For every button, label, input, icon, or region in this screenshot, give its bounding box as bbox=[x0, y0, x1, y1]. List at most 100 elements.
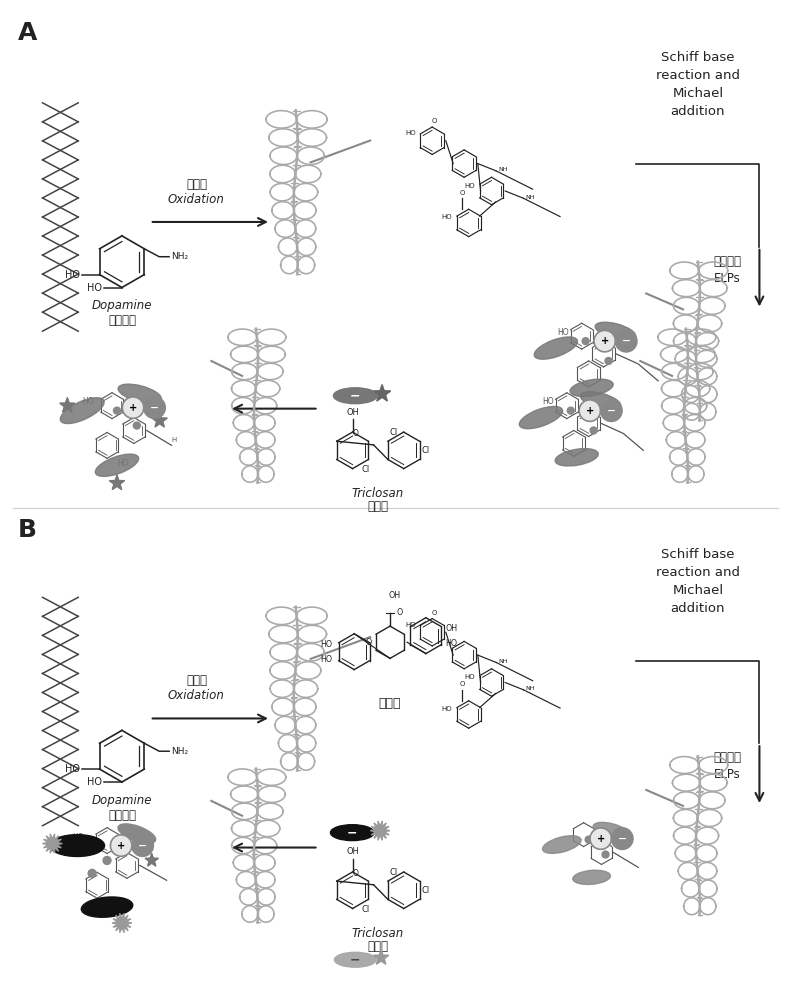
Text: Dopamine: Dopamine bbox=[92, 299, 152, 312]
Circle shape bbox=[88, 869, 97, 877]
Text: HO: HO bbox=[82, 397, 94, 406]
Ellipse shape bbox=[96, 454, 138, 476]
Text: O: O bbox=[431, 610, 437, 616]
Text: O: O bbox=[459, 681, 464, 687]
Text: 槲皮素: 槲皮素 bbox=[379, 697, 401, 710]
Polygon shape bbox=[370, 821, 390, 840]
Circle shape bbox=[600, 400, 622, 421]
Ellipse shape bbox=[581, 392, 621, 410]
Text: OH: OH bbox=[346, 847, 359, 856]
Text: HO: HO bbox=[405, 130, 416, 136]
Text: 聚多巴胺: 聚多巴胺 bbox=[108, 314, 136, 327]
Ellipse shape bbox=[118, 384, 161, 403]
Text: Triclosan: Triclosan bbox=[352, 487, 404, 500]
Text: NH₂: NH₂ bbox=[171, 252, 188, 261]
Text: HO: HO bbox=[543, 397, 554, 406]
Text: 多巴胺: 多巴胺 bbox=[186, 674, 207, 687]
Text: HO: HO bbox=[441, 214, 452, 220]
Circle shape bbox=[615, 330, 637, 352]
Text: +: + bbox=[600, 336, 609, 346]
Text: Oxidation: Oxidation bbox=[168, 193, 225, 206]
Text: O: O bbox=[352, 869, 358, 878]
Text: HO: HO bbox=[65, 764, 80, 774]
Text: 弹性蛋白
ELPs: 弹性蛋白 ELPs bbox=[713, 751, 742, 781]
Text: HO: HO bbox=[73, 833, 84, 842]
Text: HO: HO bbox=[320, 640, 332, 649]
Polygon shape bbox=[373, 385, 391, 401]
Text: Schiff base
reaction and
Michael
addition: Schiff base reaction and Michael additio… bbox=[656, 548, 740, 615]
Text: B: B bbox=[17, 518, 36, 542]
Text: NH: NH bbox=[498, 167, 507, 172]
Ellipse shape bbox=[334, 388, 377, 404]
Circle shape bbox=[567, 407, 574, 414]
Text: HO: HO bbox=[65, 270, 80, 280]
Ellipse shape bbox=[543, 836, 581, 853]
Text: −: − bbox=[622, 336, 630, 346]
Text: Triclosan: Triclosan bbox=[352, 927, 404, 940]
Text: HO: HO bbox=[87, 283, 102, 293]
Ellipse shape bbox=[50, 835, 104, 856]
Text: −: − bbox=[150, 403, 159, 413]
Ellipse shape bbox=[331, 825, 374, 841]
Circle shape bbox=[605, 358, 612, 364]
Polygon shape bbox=[373, 950, 388, 964]
Polygon shape bbox=[145, 853, 158, 866]
Text: NH₂: NH₂ bbox=[171, 747, 188, 756]
Ellipse shape bbox=[118, 824, 156, 843]
Text: Cl: Cl bbox=[390, 868, 398, 877]
Polygon shape bbox=[152, 413, 167, 427]
Ellipse shape bbox=[593, 822, 630, 839]
Circle shape bbox=[585, 836, 592, 843]
Ellipse shape bbox=[81, 897, 133, 917]
Text: 三氯生: 三氯生 bbox=[368, 500, 388, 513]
Text: Cl: Cl bbox=[422, 446, 430, 455]
Text: OH: OH bbox=[388, 591, 401, 600]
Text: O: O bbox=[365, 638, 372, 647]
Circle shape bbox=[144, 397, 165, 418]
Text: Cl: Cl bbox=[361, 465, 369, 474]
Text: HO: HO bbox=[441, 706, 452, 712]
Text: NH: NH bbox=[498, 659, 507, 664]
Text: Schiff base
reaction and
Michael
addition: Schiff base reaction and Michael additio… bbox=[656, 51, 740, 118]
Text: −: − bbox=[350, 389, 361, 402]
Circle shape bbox=[594, 330, 615, 352]
Polygon shape bbox=[60, 398, 75, 412]
Text: −: − bbox=[347, 826, 358, 839]
Circle shape bbox=[132, 835, 153, 856]
Text: Dopamine: Dopamine bbox=[92, 794, 152, 807]
Ellipse shape bbox=[60, 398, 104, 424]
Text: +: + bbox=[585, 406, 594, 416]
Ellipse shape bbox=[534, 337, 577, 359]
Text: HO: HO bbox=[445, 639, 458, 648]
Text: OH: OH bbox=[445, 624, 458, 633]
Circle shape bbox=[113, 407, 120, 414]
Polygon shape bbox=[43, 834, 62, 853]
Text: Cl: Cl bbox=[390, 428, 398, 437]
Text: +: + bbox=[596, 834, 605, 844]
Circle shape bbox=[123, 397, 144, 418]
Text: HO: HO bbox=[320, 655, 332, 664]
Circle shape bbox=[134, 422, 140, 429]
Text: +: + bbox=[129, 403, 137, 413]
Text: HO: HO bbox=[117, 459, 129, 468]
Text: OH: OH bbox=[346, 408, 359, 417]
Text: O: O bbox=[431, 118, 437, 124]
Ellipse shape bbox=[520, 406, 562, 429]
Text: O: O bbox=[352, 429, 358, 438]
Text: −: − bbox=[607, 406, 615, 416]
Circle shape bbox=[103, 856, 111, 864]
Text: Oxidation: Oxidation bbox=[168, 689, 225, 702]
Ellipse shape bbox=[570, 379, 613, 396]
Text: −: − bbox=[138, 841, 147, 851]
Text: A: A bbox=[17, 21, 37, 45]
Ellipse shape bbox=[573, 870, 611, 884]
Text: O: O bbox=[396, 608, 403, 617]
Text: O: O bbox=[459, 190, 464, 196]
Polygon shape bbox=[109, 475, 124, 490]
Ellipse shape bbox=[595, 322, 636, 340]
Text: HO: HO bbox=[464, 674, 475, 680]
Text: H: H bbox=[172, 437, 177, 443]
Text: Cl: Cl bbox=[361, 905, 369, 914]
Text: 多巴胺: 多巴胺 bbox=[186, 178, 207, 191]
Circle shape bbox=[582, 338, 589, 345]
